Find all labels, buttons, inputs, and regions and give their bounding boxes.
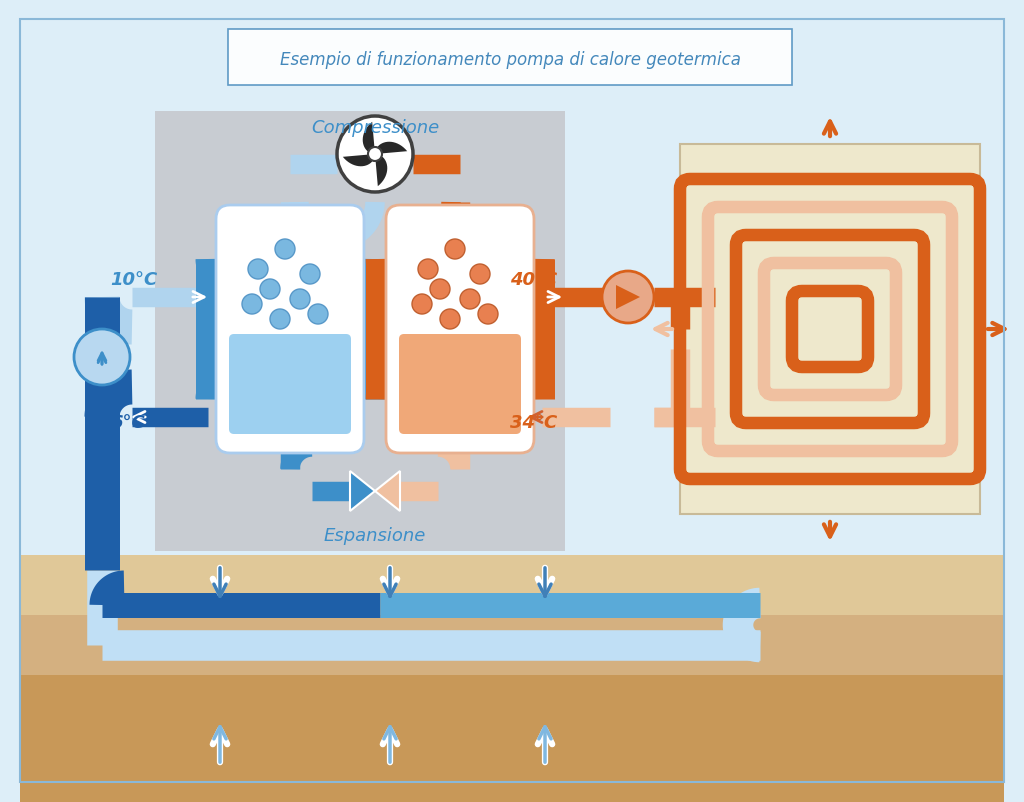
Circle shape <box>368 148 382 162</box>
Circle shape <box>418 260 438 280</box>
Text: 6°C: 6°C <box>110 414 144 431</box>
FancyBboxPatch shape <box>399 334 521 435</box>
Circle shape <box>248 260 268 280</box>
Circle shape <box>74 330 130 386</box>
Text: Compressione: Compressione <box>311 119 439 137</box>
Circle shape <box>260 280 280 300</box>
Polygon shape <box>350 472 375 512</box>
Circle shape <box>470 265 490 285</box>
FancyBboxPatch shape <box>216 206 364 453</box>
Circle shape <box>275 240 295 260</box>
Polygon shape <box>375 155 387 187</box>
Polygon shape <box>375 472 400 512</box>
Text: Esempio di funzionamento pompa di calore geotermica: Esempio di funzionamento pompa di calore… <box>280 51 740 69</box>
Circle shape <box>337 117 413 192</box>
Bar <box>20 555 1004 802</box>
FancyBboxPatch shape <box>680 145 980 514</box>
Polygon shape <box>616 286 640 310</box>
Text: Espansione: Espansione <box>324 526 426 545</box>
FancyBboxPatch shape <box>386 206 534 453</box>
Circle shape <box>440 310 460 330</box>
Circle shape <box>308 305 328 325</box>
Bar <box>155 111 565 551</box>
Circle shape <box>430 280 450 300</box>
Polygon shape <box>343 155 375 167</box>
Circle shape <box>300 265 321 285</box>
Circle shape <box>478 305 498 325</box>
Polygon shape <box>362 123 375 155</box>
FancyBboxPatch shape <box>228 30 792 86</box>
Text: 10°C: 10°C <box>110 270 158 289</box>
Circle shape <box>242 294 262 314</box>
Text: 40°C: 40°C <box>510 270 557 289</box>
Bar <box>20 555 1004 615</box>
Circle shape <box>412 294 432 314</box>
Bar <box>20 675 1004 802</box>
Circle shape <box>460 290 480 310</box>
Circle shape <box>290 290 310 310</box>
Circle shape <box>602 272 654 323</box>
Circle shape <box>445 240 465 260</box>
Bar <box>20 20 1004 555</box>
Text: 34°C: 34°C <box>510 414 557 431</box>
Circle shape <box>270 310 290 330</box>
FancyBboxPatch shape <box>229 334 351 435</box>
Polygon shape <box>375 143 408 155</box>
